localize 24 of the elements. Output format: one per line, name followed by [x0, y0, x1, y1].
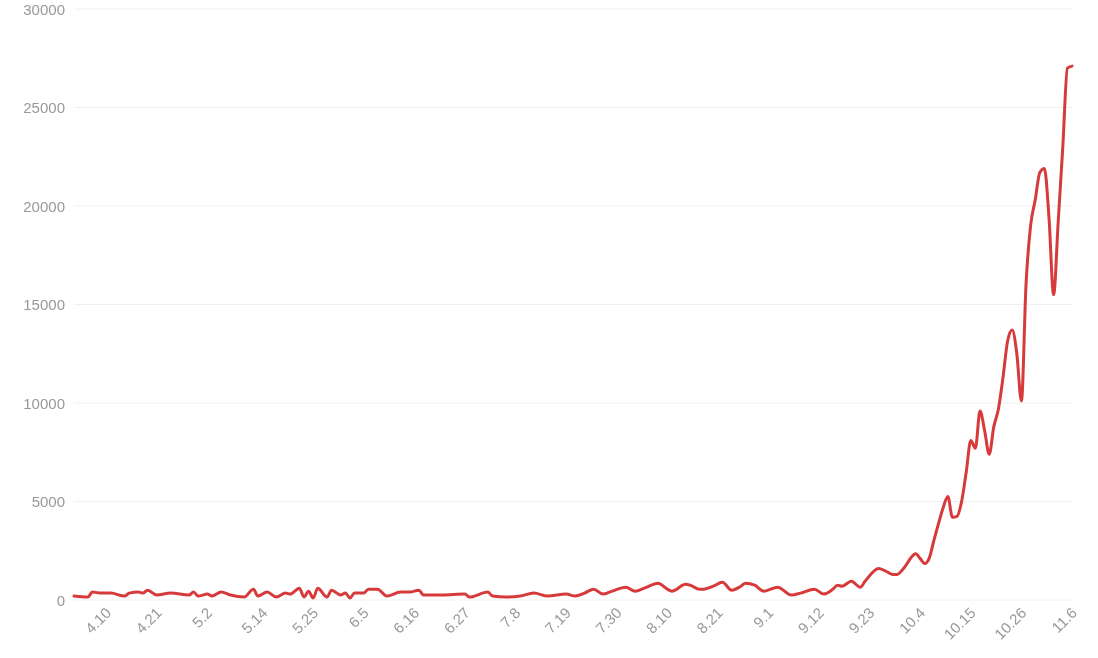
x-tick-label: 7.19	[541, 603, 575, 637]
y-tick-label: 15000	[23, 296, 65, 313]
x-tick-label: 6.5	[344, 603, 372, 631]
x-tick-label: 8.10	[642, 603, 676, 637]
y-tick-label: 30000	[23, 0, 65, 18]
x-tick-label: 4.10	[81, 603, 115, 637]
x-tick-label: 9.1	[749, 603, 777, 631]
x-tick-label: 9.23	[844, 603, 878, 637]
x-tick-label: 5.2	[188, 603, 216, 631]
x-tick-label: 6.16	[389, 603, 423, 637]
x-tick-label: 11.6	[1048, 603, 1081, 636]
y-tick-label: 0	[56, 591, 65, 609]
x-tick-label: 5.25	[288, 603, 322, 637]
x-tick-label: 7.8	[496, 603, 524, 631]
x-tick-label: 4.21	[132, 603, 165, 637]
y-tick-label: 5000	[31, 493, 65, 510]
y-tick-label: 20000	[23, 197, 65, 215]
x-tick-label: 8.21	[693, 603, 726, 637]
line-series	[72, 64, 1074, 600]
x-tick-label: 7.30	[592, 603, 625, 637]
x-tick-label: 5.14	[237, 603, 271, 637]
y-tick-label: 10000	[23, 394, 65, 412]
y-tick-label: 25000	[23, 99, 65, 116]
x-tick-label: 9.12	[794, 603, 828, 637]
